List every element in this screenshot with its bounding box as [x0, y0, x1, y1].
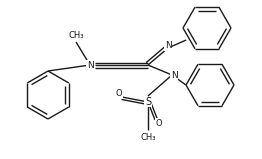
- Text: N: N: [165, 41, 171, 51]
- Text: N: N: [87, 61, 93, 69]
- Text: CH₃: CH₃: [68, 31, 84, 41]
- Text: N: N: [171, 70, 177, 80]
- Text: S: S: [145, 97, 151, 107]
- Text: O: O: [156, 118, 162, 128]
- Text: O: O: [116, 90, 122, 98]
- Text: CH₃: CH₃: [140, 132, 156, 142]
